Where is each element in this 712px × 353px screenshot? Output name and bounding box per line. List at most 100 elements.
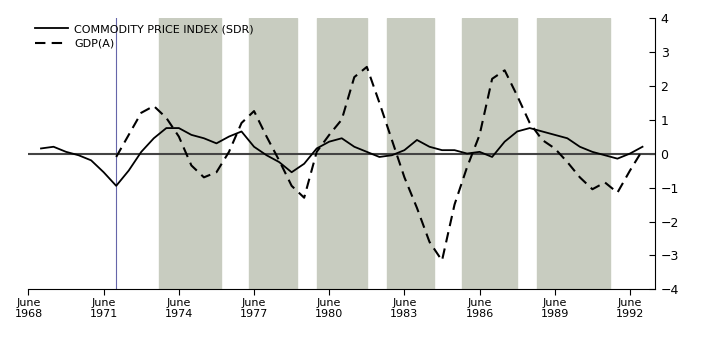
COMMODITY PRICE INDEX (SDR) <box>626 151 634 156</box>
COMMODITY PRICE INDEX (SDR) <box>362 150 371 154</box>
Bar <box>159 18 221 289</box>
COMMODITY PRICE INDEX (SDR) <box>588 150 597 154</box>
COMMODITY PRICE INDEX (SDR) <box>337 136 346 140</box>
COMMODITY PRICE INDEX (SDR) <box>638 145 646 149</box>
GDP(A) <box>250 109 258 113</box>
COMMODITY PRICE INDEX (SDR) <box>450 148 459 152</box>
GDP(A) <box>337 118 346 122</box>
GDP(A) <box>362 65 371 69</box>
Line: GDP(A): GDP(A) <box>116 67 642 261</box>
COMMODITY PRICE INDEX (SDR) <box>387 153 396 157</box>
Bar <box>317 18 367 289</box>
COMMODITY PRICE INDEX (SDR) <box>538 129 547 133</box>
GDP(A) <box>275 158 283 162</box>
GDP(A) <box>112 155 120 159</box>
GDP(A) <box>476 133 484 137</box>
COMMODITY PRICE INDEX (SDR) <box>250 145 258 149</box>
COMMODITY PRICE INDEX (SDR) <box>262 153 271 157</box>
GDP(A) <box>575 175 584 179</box>
COMMODITY PRICE INDEX (SDR) <box>550 133 559 137</box>
GDP(A) <box>501 68 509 72</box>
GDP(A) <box>375 101 384 105</box>
COMMODITY PRICE INDEX (SDR) <box>62 150 70 154</box>
Bar <box>462 18 517 289</box>
COMMODITY PRICE INDEX (SDR) <box>425 145 434 149</box>
GDP(A) <box>613 191 622 195</box>
GDP(A) <box>300 196 308 200</box>
COMMODITY PRICE INDEX (SDR) <box>575 145 584 149</box>
GDP(A) <box>150 104 158 108</box>
GDP(A) <box>463 165 471 169</box>
GDP(A) <box>626 168 634 173</box>
GDP(A) <box>513 94 521 98</box>
COMMODITY PRICE INDEX (SDR) <box>613 156 622 161</box>
Legend: COMMODITY PRICE INDEX (SDR), GDP(A): COMMODITY PRICE INDEX (SDR), GDP(A) <box>34 23 255 50</box>
COMMODITY PRICE INDEX (SDR) <box>225 134 234 139</box>
GDP(A) <box>137 111 145 115</box>
GDP(A) <box>538 138 547 142</box>
COMMODITY PRICE INDEX (SDR) <box>350 145 359 149</box>
GDP(A) <box>400 175 409 179</box>
GDP(A) <box>601 180 609 185</box>
Bar <box>249 18 297 289</box>
GDP(A) <box>212 170 221 174</box>
GDP(A) <box>563 160 572 164</box>
COMMODITY PRICE INDEX (SDR) <box>601 153 609 157</box>
COMMODITY PRICE INDEX (SDR) <box>413 138 422 142</box>
COMMODITY PRICE INDEX (SDR) <box>438 148 446 152</box>
COMMODITY PRICE INDEX (SDR) <box>199 136 208 140</box>
GDP(A) <box>638 148 646 152</box>
GDP(A) <box>438 258 446 263</box>
COMMODITY PRICE INDEX (SDR) <box>463 151 471 156</box>
COMMODITY PRICE INDEX (SDR) <box>37 146 46 151</box>
COMMODITY PRICE INDEX (SDR) <box>563 136 572 140</box>
COMMODITY PRICE INDEX (SDR) <box>288 170 296 174</box>
COMMODITY PRICE INDEX (SDR) <box>100 170 108 174</box>
GDP(A) <box>237 121 246 125</box>
COMMODITY PRICE INDEX (SDR) <box>513 129 521 133</box>
COMMODITY PRICE INDEX (SDR) <box>525 126 534 130</box>
GDP(A) <box>187 163 196 168</box>
Line: COMMODITY PRICE INDEX (SDR): COMMODITY PRICE INDEX (SDR) <box>41 128 642 186</box>
GDP(A) <box>174 134 183 139</box>
COMMODITY PRICE INDEX (SDR) <box>162 126 171 130</box>
COMMODITY PRICE INDEX (SDR) <box>501 139 509 144</box>
GDP(A) <box>387 138 396 142</box>
COMMODITY PRICE INDEX (SDR) <box>125 168 133 173</box>
GDP(A) <box>313 150 321 154</box>
GDP(A) <box>413 206 422 210</box>
GDP(A) <box>550 146 559 151</box>
GDP(A) <box>425 240 434 244</box>
GDP(A) <box>588 187 597 191</box>
COMMODITY PRICE INDEX (SDR) <box>237 129 246 133</box>
GDP(A) <box>225 150 234 154</box>
COMMODITY PRICE INDEX (SDR) <box>375 155 384 159</box>
GDP(A) <box>450 202 459 207</box>
COMMODITY PRICE INDEX (SDR) <box>150 136 158 140</box>
COMMODITY PRICE INDEX (SDR) <box>49 145 58 149</box>
GDP(A) <box>199 175 208 179</box>
GDP(A) <box>162 116 171 120</box>
COMMODITY PRICE INDEX (SDR) <box>476 150 484 154</box>
GDP(A) <box>125 133 133 137</box>
COMMODITY PRICE INDEX (SDR) <box>74 153 83 157</box>
Bar <box>387 18 434 289</box>
GDP(A) <box>288 184 296 188</box>
COMMODITY PRICE INDEX (SDR) <box>212 141 221 145</box>
COMMODITY PRICE INDEX (SDR) <box>112 184 120 188</box>
COMMODITY PRICE INDEX (SDR) <box>400 148 409 152</box>
COMMODITY PRICE INDEX (SDR) <box>187 133 196 137</box>
Bar <box>538 18 610 289</box>
COMMODITY PRICE INDEX (SDR) <box>137 150 145 154</box>
GDP(A) <box>325 133 333 137</box>
COMMODITY PRICE INDEX (SDR) <box>174 126 183 130</box>
COMMODITY PRICE INDEX (SDR) <box>313 146 321 151</box>
GDP(A) <box>350 75 359 79</box>
COMMODITY PRICE INDEX (SDR) <box>488 155 496 159</box>
COMMODITY PRICE INDEX (SDR) <box>275 160 283 164</box>
COMMODITY PRICE INDEX (SDR) <box>325 139 333 144</box>
GDP(A) <box>525 121 534 125</box>
COMMODITY PRICE INDEX (SDR) <box>87 158 95 162</box>
GDP(A) <box>488 77 496 81</box>
COMMODITY PRICE INDEX (SDR) <box>300 162 308 166</box>
